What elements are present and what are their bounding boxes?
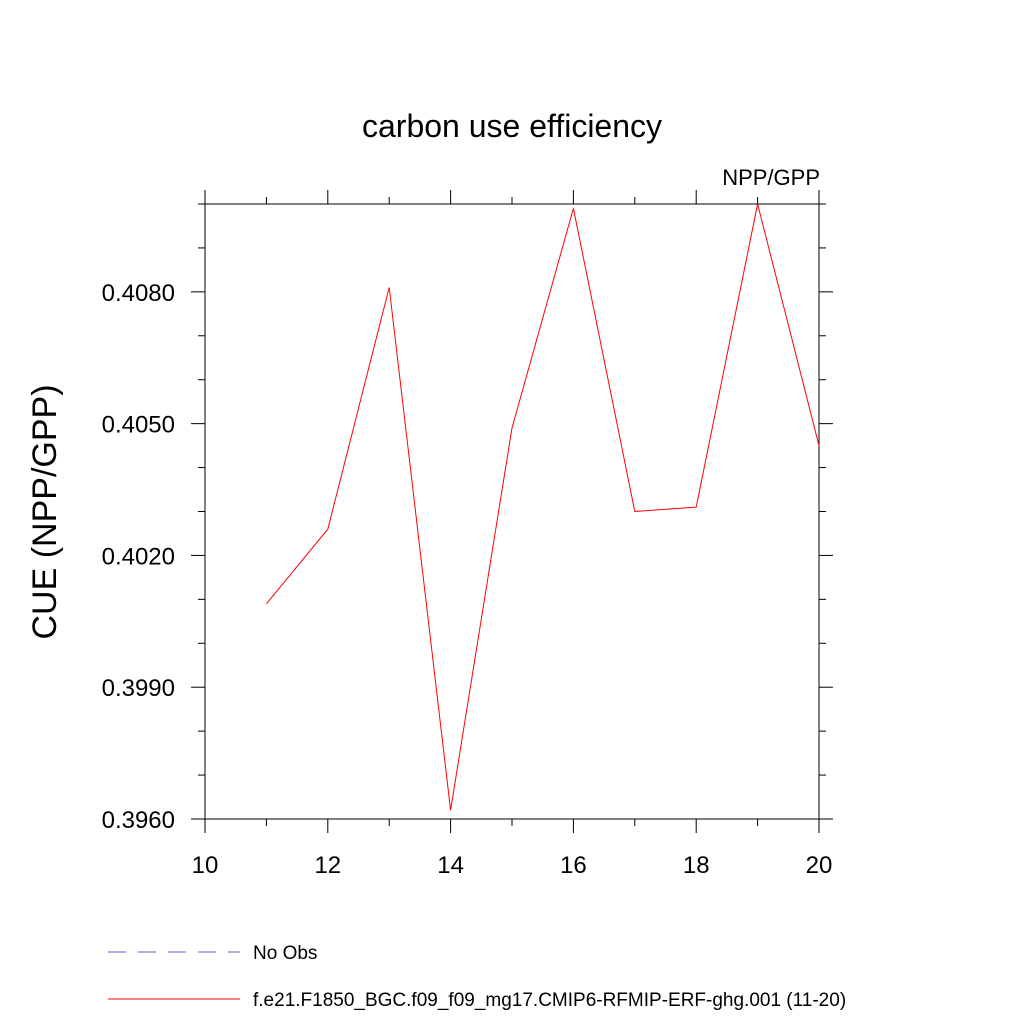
- chart-title: carbon use efficiency: [362, 108, 662, 144]
- x-tick-label: 12: [314, 852, 341, 879]
- plot-frame: [204, 203, 820, 820]
- legend-label: f.e21.F1850_BGC.f09_f09_mg17.CMIP6-RFMIP…: [253, 990, 846, 1011]
- x-tick-label: 18: [683, 852, 710, 879]
- axes: 10 12 14 16 18 20 0.3960 0.3990 0.4020 0.4050 0.40…: [102, 190, 833, 879]
- y-tick-label: 0.4020: [102, 543, 175, 570]
- x-tick-label: 20: [806, 852, 833, 879]
- x-tick-label: 10: [192, 852, 219, 879]
- legend: No Obs f.e21.F1850_BGC.f09_f09_mg17.CMIP6…: [108, 943, 846, 1011]
- x-tick-label: 16: [560, 852, 587, 879]
- x-tick-label: 14: [437, 852, 464, 879]
- y-tick-label: 0.3990: [102, 675, 175, 702]
- y-tick-label: 0.4080: [102, 280, 175, 307]
- y-axis-label: CUE (NPP/GPP): [26, 384, 64, 639]
- series-line: [266, 203, 820, 811]
- chart-subtitle: NPP/GPP: [722, 165, 820, 190]
- y-tick-label: 0.3960: [102, 807, 175, 834]
- y-tick-label: 0.4050: [102, 412, 175, 439]
- series-lines: [266, 203, 820, 811]
- legend-label: No Obs: [253, 943, 317, 964]
